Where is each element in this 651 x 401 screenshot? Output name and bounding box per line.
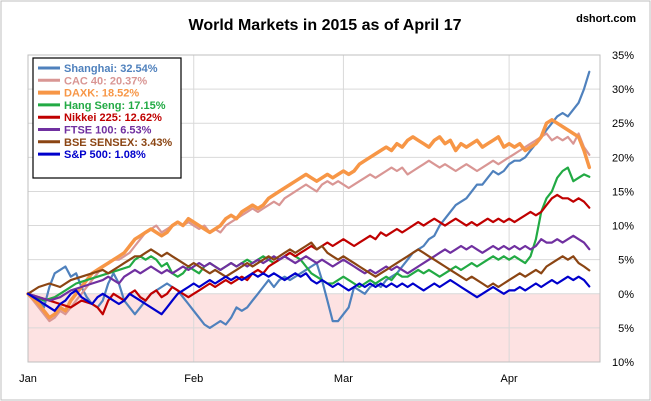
- chart-title: World Markets in 2015 as of April 17: [189, 17, 462, 34]
- y-tick-label: 20%: [612, 152, 634, 164]
- legend-entry-7: S&P 500: 1.08%: [64, 149, 146, 161]
- legend-entry-4: Nikkei 225: 12.62%: [64, 112, 162, 124]
- legend-entry-6: BSE SENSEX: 3.43%: [64, 137, 172, 149]
- plot-frame: [27, 54, 601, 363]
- legend-entry-1: CAC 40: 20.37%: [64, 75, 147, 87]
- y-tick-label: 10%: [612, 357, 634, 369]
- plot-area: 35% 30% 25% 20% 15% 10% 5% 0% 5% 10% Jan Feb Mar Apr: [19, 50, 634, 385]
- legend-entry-5: FTSE 100: 6.53%: [64, 125, 152, 137]
- y-tick-label: 25%: [612, 118, 634, 130]
- y-tick-label: 30%: [612, 84, 634, 96]
- x-tick-label: Jan: [19, 373, 37, 385]
- y-tick-label: 5%: [618, 255, 634, 267]
- y-tick-label: 10%: [612, 221, 634, 233]
- legend-entry-3: Hang Seng: 17.15%: [64, 100, 166, 112]
- series-line-0: [26, 70, 591, 329]
- series-line-2: [26, 118, 592, 320]
- series-line-7: [26, 272, 591, 316]
- y-tick-label: 0%: [618, 289, 634, 301]
- source-label: dshort.com: [576, 13, 636, 25]
- series-line-4: [26, 193, 591, 316]
- x-tick-label: Apr: [501, 373, 518, 385]
- legend: Shanghai: 32.54%CAC 40: 20.37%DAXK: 18.5…: [32, 57, 182, 179]
- series-line-6: [26, 241, 591, 295]
- series-line-3: [26, 166, 591, 302]
- y-tick-label: 5%: [618, 323, 634, 335]
- y-tick-label: 15%: [612, 186, 634, 198]
- series-line-1: [26, 132, 591, 323]
- x-tick-label: Mar: [334, 373, 353, 385]
- x-tick-label: Feb: [184, 373, 203, 385]
- series-line-5: [26, 234, 591, 302]
- y-tick-label: 35%: [612, 50, 634, 62]
- legend-entry-0: Shanghai: 32.54%: [64, 63, 158, 75]
- legend-entry-2: DAXK: 18.52%: [64, 88, 139, 100]
